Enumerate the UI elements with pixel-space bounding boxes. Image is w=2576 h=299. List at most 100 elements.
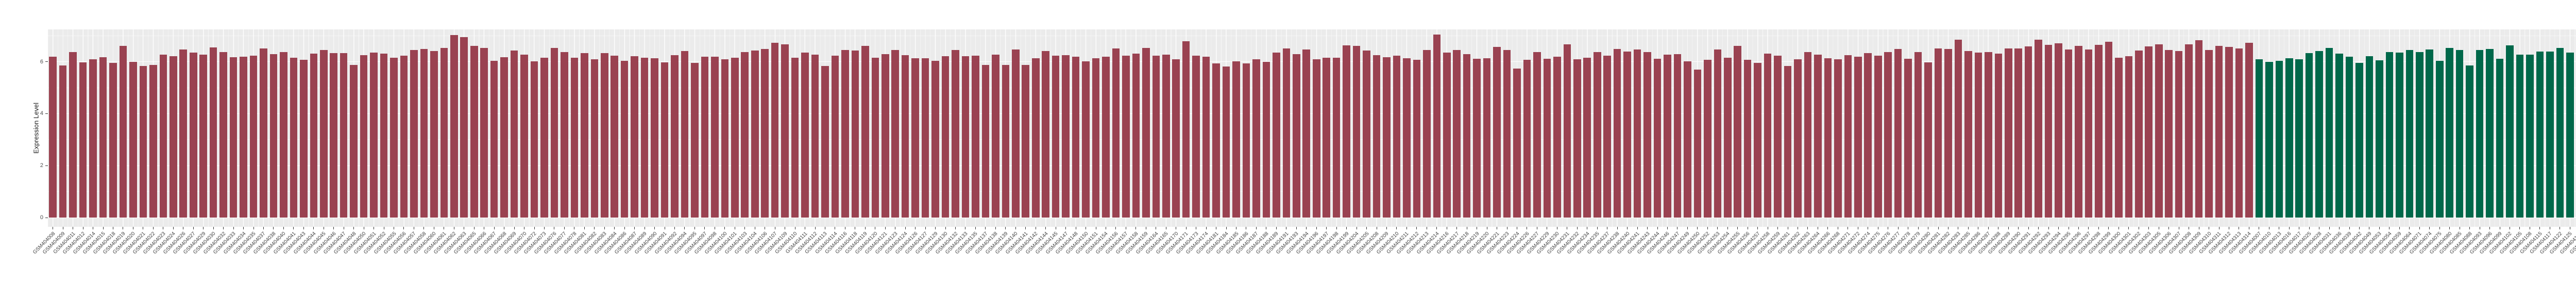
- x-tick: [283, 227, 284, 229]
- bar: [69, 52, 77, 218]
- bar: [901, 55, 909, 218]
- bar: [1543, 58, 1551, 218]
- bar: [219, 52, 227, 218]
- bar: [2024, 46, 2032, 218]
- bar: [2135, 51, 2143, 218]
- bar: [390, 58, 398, 218]
- bar: [2345, 57, 2353, 218]
- bar: [1413, 59, 1421, 218]
- bar: [1693, 70, 1702, 218]
- bar: [691, 62, 699, 218]
- bar: [2105, 41, 2113, 218]
- x-tick: [2339, 227, 2340, 229]
- y-tick-label: 2: [40, 162, 43, 169]
- x-tick: [514, 227, 515, 229]
- x-tick: [2419, 227, 2420, 229]
- bar: [2476, 49, 2484, 218]
- bar: [1904, 58, 1912, 218]
- x-tick: [915, 227, 916, 229]
- x-tick: [1065, 227, 1066, 229]
- bar: [2145, 46, 2153, 218]
- bar: [2115, 58, 2123, 218]
- bar: [159, 55, 167, 218]
- bar: [530, 61, 538, 218]
- x-tick: [624, 227, 625, 229]
- bar: [2035, 39, 2042, 218]
- x-tick: [945, 227, 946, 229]
- bar: [681, 51, 689, 218]
- bar: [1794, 59, 1802, 218]
- bar: [581, 53, 588, 218]
- bar: [2566, 53, 2574, 218]
- x-tick: [1045, 227, 1046, 229]
- bar: [961, 56, 970, 218]
- bar: [2165, 49, 2173, 218]
- bar: [2044, 44, 2053, 218]
- bar: [79, 62, 87, 218]
- bar: [1393, 55, 1401, 218]
- bar: [340, 53, 348, 218]
- x-tick: [684, 227, 685, 229]
- bar: [209, 47, 217, 218]
- bar: [410, 50, 418, 218]
- x-tick: [1597, 227, 1598, 229]
- bar: [771, 43, 779, 218]
- bar: [2095, 45, 2103, 218]
- x-tick: [1406, 227, 1407, 229]
- x-tick: [2539, 227, 2540, 229]
- bar: [249, 55, 258, 218]
- x-tick: [724, 227, 725, 229]
- bar: [2506, 45, 2514, 218]
- bar: [1212, 63, 1220, 218]
- bar: [1202, 57, 1210, 218]
- bar: [2064, 49, 2073, 218]
- bar: [2376, 60, 2383, 218]
- bar: [911, 58, 919, 218]
- bar: [952, 50, 959, 218]
- bar: [2245, 43, 2253, 218]
- bar: [1784, 66, 1792, 218]
- x-tick: [1025, 227, 1026, 229]
- x-tick: [1396, 227, 1397, 229]
- bar: [600, 53, 608, 218]
- x-tick: [1918, 227, 1919, 229]
- x-tick: [313, 227, 314, 229]
- x-tick: [1777, 227, 1778, 229]
- bar: [2275, 61, 2283, 218]
- bar: [2125, 56, 2133, 218]
- bar: [1092, 58, 1100, 218]
- x-tick: [103, 227, 104, 229]
- bar: [1723, 57, 1732, 218]
- bar: [1653, 58, 1662, 218]
- bar: [881, 54, 889, 218]
- x-tick: [1757, 227, 1758, 229]
- bar: [841, 49, 849, 218]
- bar: [590, 59, 599, 218]
- x-tick: [1115, 227, 1116, 229]
- x-tick: [333, 227, 334, 229]
- bar: [731, 57, 739, 218]
- bar: [2396, 52, 2403, 218]
- bar: [1483, 58, 1491, 218]
- x-tick: [203, 227, 204, 229]
- bar: [1563, 44, 1571, 218]
- x-tick: [193, 227, 194, 229]
- bar: [2405, 50, 2414, 218]
- x-tick: [2018, 227, 2019, 229]
- x-tick: [273, 227, 274, 229]
- bar: [1503, 49, 1511, 218]
- bar: [1323, 57, 1330, 218]
- x-tick: [985, 227, 986, 229]
- bar: [1593, 52, 1601, 218]
- bar: [370, 53, 378, 218]
- x-tick: [2078, 227, 2079, 229]
- bar: [761, 48, 769, 218]
- bar: [2365, 56, 2374, 218]
- x-tick: [494, 227, 495, 229]
- x-tick: [614, 227, 615, 229]
- bar: [1262, 62, 1270, 218]
- bar: [2004, 48, 2012, 218]
- bar: [651, 58, 658, 218]
- bar: [2195, 40, 2203, 218]
